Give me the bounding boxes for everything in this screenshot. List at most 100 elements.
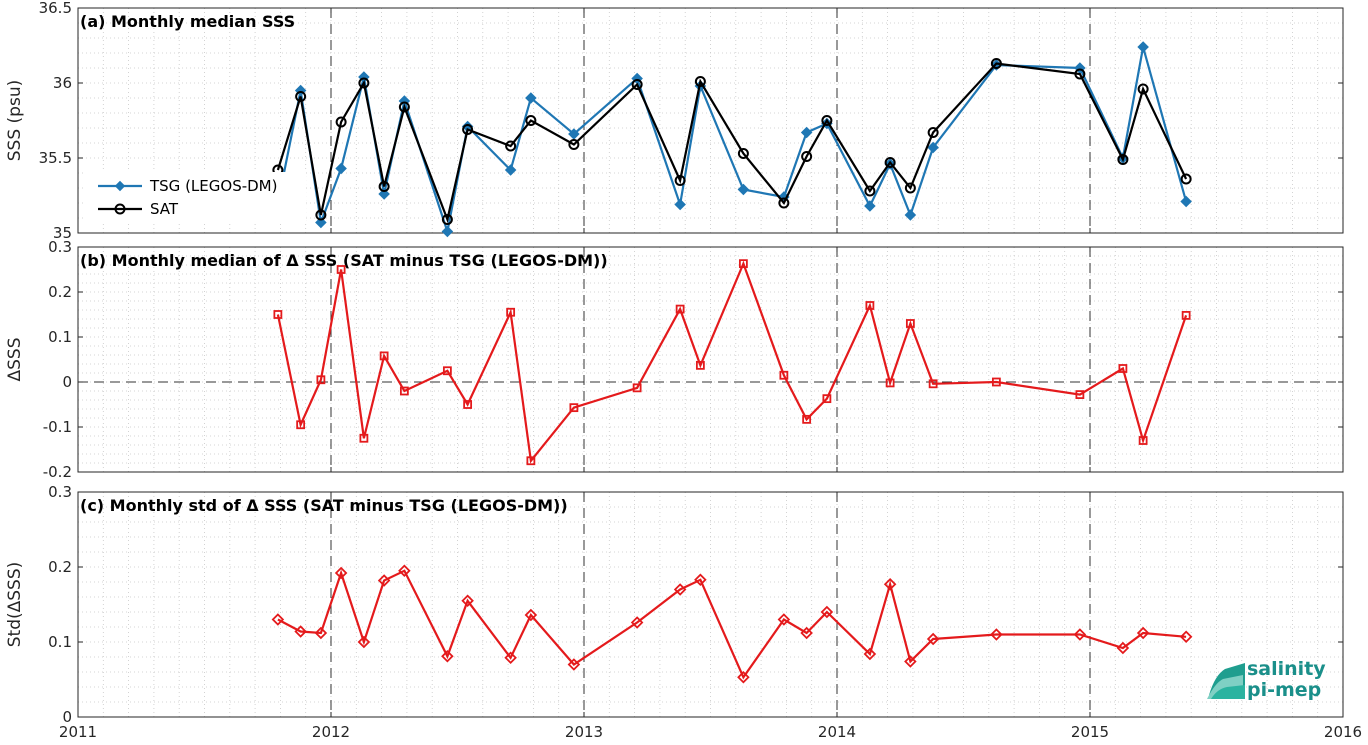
data-point — [927, 127, 939, 138]
data-point — [525, 92, 537, 104]
logo-line1: salinity — [1247, 658, 1326, 680]
data-point — [737, 183, 750, 196]
data-point — [884, 157, 896, 168]
data-point — [568, 128, 580, 140]
data-point — [991, 377, 1001, 387]
y-tick-label: 36.5 — [39, 0, 72, 17]
data-point — [399, 386, 409, 396]
data-point — [904, 655, 917, 668]
data-point — [1137, 41, 1149, 53]
data-point — [442, 366, 452, 376]
data-point — [271, 613, 285, 626]
data-point — [463, 400, 473, 409]
legend-label: TSG (LEGOS-DM) — [149, 177, 277, 195]
data-point — [927, 141, 939, 154]
data-point — [314, 626, 328, 640]
data-point — [1075, 390, 1085, 400]
logo-wave-icon — [1207, 663, 1245, 699]
data-point — [441, 214, 453, 225]
salinity-pimep-logo — [1205, 655, 1355, 705]
data-point — [359, 433, 369, 443]
data-point — [800, 126, 813, 139]
data-point — [335, 116, 347, 128]
data-point — [506, 307, 516, 317]
y-tick-label: 35 — [53, 224, 72, 242]
data-point — [441, 649, 454, 663]
data-point — [1074, 68, 1086, 80]
data-point — [504, 651, 517, 665]
panel-title: (a) Monthly median SSS — [80, 12, 295, 31]
data-point — [526, 456, 536, 466]
data-point — [821, 115, 833, 126]
series-line — [276, 46, 1188, 236]
data-point — [1180, 195, 1192, 208]
y-axis-label: Std(ΔSSS) — [5, 562, 25, 648]
data-point — [864, 200, 876, 212]
data-point — [928, 379, 938, 389]
data-point — [336, 265, 346, 274]
data-point — [441, 225, 454, 238]
data-point — [904, 182, 916, 194]
data-point — [990, 628, 1003, 641]
x-tick-label: 2013 — [565, 723, 603, 741]
panel-c: 0 0.1 0.2 0.3 2011 2012 2013 2014 2015 2016 Std(ΔS… — [5, 483, 1362, 741]
x-tick-label: 2012 — [312, 723, 350, 741]
data-point — [779, 370, 789, 380]
data-point — [883, 577, 897, 591]
data-point — [315, 216, 327, 229]
data-point — [673, 583, 687, 596]
x-tick-label: 2011 — [59, 723, 97, 741]
series-line — [276, 62, 1188, 224]
panel-a: 35 35.5 36 36.5 SSS (psu) (a) Monthly median … — [5, 0, 1344, 242]
data-point — [378, 188, 390, 200]
data-point — [567, 658, 581, 671]
y-tick-label: 0.1 — [48, 633, 72, 651]
y-tick-label: 35.5 — [39, 149, 72, 167]
y-tick-label: 0.2 — [48, 283, 72, 301]
data-point — [316, 375, 326, 385]
data-point — [904, 209, 917, 221]
data-point — [801, 151, 813, 162]
data-point — [1116, 641, 1130, 655]
data-point — [294, 625, 307, 638]
y-tick-label: 36 — [53, 74, 72, 92]
legend-label: SAT — [150, 200, 179, 218]
data-point — [885, 378, 895, 388]
logo-text: salinity pi-mep — [1247, 659, 1326, 701]
data-point — [334, 566, 348, 580]
data-point — [694, 76, 706, 87]
y-tick-label: 0 — [62, 708, 72, 726]
data-point — [631, 79, 643, 90]
axes-box — [77, 246, 1344, 473]
data-point — [296, 420, 306, 430]
legend: TSG (LEGOS-DM) SAT — [86, 172, 306, 222]
data-point — [398, 101, 410, 113]
data-point — [802, 414, 812, 424]
panel-title: (c) Monthly std of Δ SSS (SAT minus TSG … — [80, 496, 568, 515]
legend-marker — [114, 203, 126, 215]
y-axis-label: ΔSSS — [5, 337, 25, 381]
panel-title: (b) Monthly median of Δ SSS (SAT minus T… — [80, 251, 608, 270]
data-point — [1179, 630, 1193, 644]
data-point — [295, 91, 307, 102]
data-point — [462, 124, 474, 135]
y-axis-label: SSS (psu) — [5, 80, 25, 161]
series-line — [277, 569, 1187, 680]
data-point — [358, 77, 370, 89]
data-point — [865, 301, 875, 310]
data-point — [335, 162, 347, 175]
data-point — [863, 647, 877, 661]
data-point — [926, 632, 940, 646]
y-tick-label: 0.2 — [48, 558, 72, 576]
data-point — [569, 403, 579, 413]
y-tick-label: 0 — [62, 373, 72, 391]
legend-marker — [114, 180, 126, 192]
data-point — [694, 573, 707, 587]
data-point — [674, 175, 686, 186]
data-point — [524, 608, 538, 622]
data-point — [568, 139, 580, 150]
data-point — [1073, 628, 1087, 641]
data-point — [504, 164, 517, 176]
data-point — [737, 670, 750, 684]
